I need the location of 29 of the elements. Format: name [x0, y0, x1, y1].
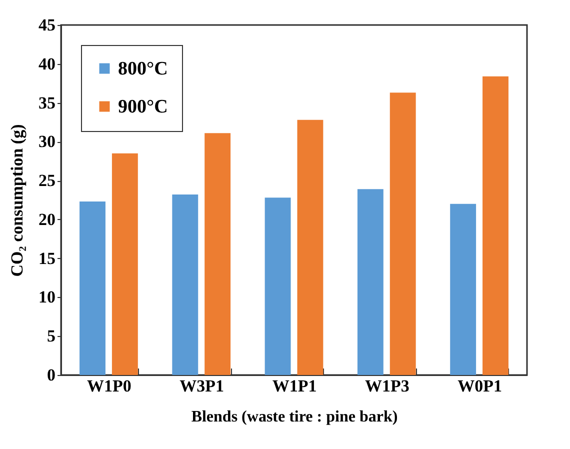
bar [450, 204, 476, 375]
y-tick-label: 15 [38, 248, 56, 268]
bar [80, 202, 106, 375]
bar [204, 133, 231, 375]
y-tick-label: 30 [38, 132, 56, 152]
x-axis-title: Blends (waste tire : pine bark) [191, 408, 398, 426]
y-tick-label: 35 [38, 93, 56, 112]
bar [357, 189, 384, 375]
bar [390, 92, 416, 375]
x-tick-label: W1P3 [364, 376, 410, 396]
x-tick-label: W0P1 [458, 376, 502, 396]
x-tick-label: W1P1 [272, 376, 317, 396]
y-tick-label: 25 [38, 171, 56, 190]
x-tick-label: W3P1 [180, 376, 224, 396]
bar [264, 198, 291, 375]
x-tick-label: W1P0 [87, 376, 132, 396]
y-tick-label: 45 [38, 16, 56, 34]
bar [112, 153, 138, 375]
y-axis-title: CO₂ consumption (g) [8, 124, 26, 277]
y-tick-label: 10 [38, 288, 56, 307]
legend-label: 900°C [118, 96, 168, 118]
y-tick-label: 0 [47, 366, 56, 384]
y-tick-label: 40 [38, 54, 56, 74]
y-tick-label: 5 [47, 326, 56, 346]
y-tick-label: 20 [38, 210, 56, 229]
bar [297, 120, 324, 375]
bar [172, 194, 198, 375]
bar [482, 76, 508, 375]
legend-label: 800°C [118, 58, 168, 80]
